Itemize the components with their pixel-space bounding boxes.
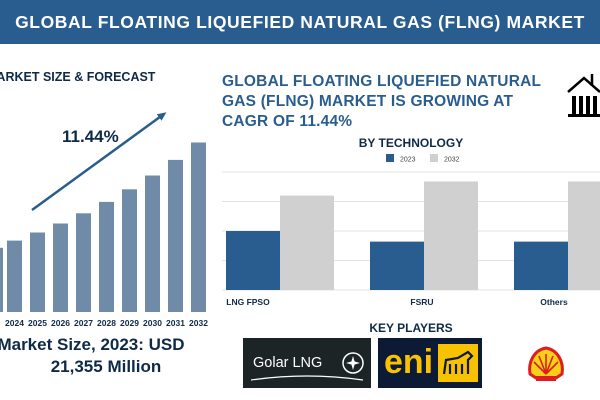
eni-logo: eni	[378, 338, 482, 388]
tech-bar-fsru-2032	[424, 181, 478, 290]
compass-icon	[342, 352, 364, 374]
tech-tick-others: Others	[540, 297, 568, 307]
forecast-bar-2032	[191, 142, 206, 312]
forecast-bar-2030	[145, 175, 160, 312]
six-legged-dog-icon	[438, 344, 478, 382]
tech-bar-fsru-2023	[370, 241, 424, 290]
cagr-label: 11.44%	[62, 127, 119, 146]
legend-swatch-2023	[386, 154, 394, 162]
forecast-title: MARKET SIZE & FORECAST	[0, 70, 156, 84]
market-size-line2: 21,355 Million	[50, 357, 162, 376]
forecast-bar-2025	[30, 232, 45, 312]
forecast-bar-2023	[0, 247, 3, 312]
headline-line2: GAS (FLNG) MARKET IS GROWING AT	[222, 93, 514, 110]
shell-logo-icon	[528, 346, 564, 381]
forecast-tick-2025: 2025	[28, 318, 47, 328]
golar-lng-logo-text: Golar LNG	[253, 355, 323, 371]
forecast-tick-2031: 2031	[166, 318, 185, 328]
forecast-bar-2024	[7, 240, 22, 312]
forecast-tick-2028: 2028	[97, 318, 116, 328]
swoosh-icon	[251, 375, 363, 381]
forecast-bar-2028	[99, 201, 114, 312]
forecast-tick-2029: 2029	[120, 318, 139, 328]
forecast-tick-2024: 2024	[5, 318, 24, 328]
technology-title: BY TECHNOLOGY	[358, 136, 464, 150]
forecast-bar-2029	[122, 189, 137, 312]
technology-chart: 2023 2032 LNG FPSO FSRU Others	[222, 154, 600, 307]
market-size-box: Market Size, 2023: USD 21,355 Million	[0, 334, 212, 384]
market-size-line1: Market Size, 2023: USD	[0, 335, 185, 354]
growth-headline: GLOBAL FLOATING LIQUEFIED NATURAL GAS (F…	[222, 72, 562, 132]
forecast-tick-2030: 2030	[143, 318, 162, 328]
forecast-chart: 2024 2025 2026 2027 2028 2029 2030 2031 2032 11.…	[0, 112, 208, 328]
forecast-tick-2027: 2027	[74, 318, 93, 328]
legend-label-2023: 2023	[400, 157, 416, 164]
tech-bar-lng-fpso-2023	[226, 231, 280, 290]
forecast-bar-2031	[168, 159, 183, 312]
headline-line3: CAGR OF 11.44%	[222, 113, 353, 130]
eni-logo-text: eni	[384, 343, 434, 381]
legend-swatch-2032	[430, 154, 438, 162]
tech-bar-others-2023	[514, 241, 568, 290]
forecast-bar-2027	[76, 213, 91, 312]
headline-line1: GLOBAL FLOATING LIQUEFIED NATURAL	[222, 73, 542, 90]
forecast-tick-2026: 2026	[51, 318, 70, 328]
forecast-bar-2026	[53, 223, 68, 312]
forecast-tick-2032: 2032	[189, 318, 208, 328]
tech-tick-fsru: FSRU	[410, 297, 433, 307]
page-title: GLOBAL FLOATING LIQUEFIED NATURAL GAS (F…	[15, 12, 585, 32]
key-players-title: KEY PLAYERS	[369, 321, 453, 335]
legend-label-2032: 2032	[444, 157, 460, 164]
growth-arrow	[31, 112, 167, 212]
building-icon	[567, 74, 600, 117]
tech-tick-lng-fpso: LNG FPSO	[226, 297, 270, 307]
tech-bar-others-2032	[568, 181, 600, 290]
golar-lng-logo: Golar LNG	[243, 338, 371, 388]
header-bar	[0, 0, 600, 44]
tech-bar-lng-fpso-2032	[280, 195, 334, 290]
